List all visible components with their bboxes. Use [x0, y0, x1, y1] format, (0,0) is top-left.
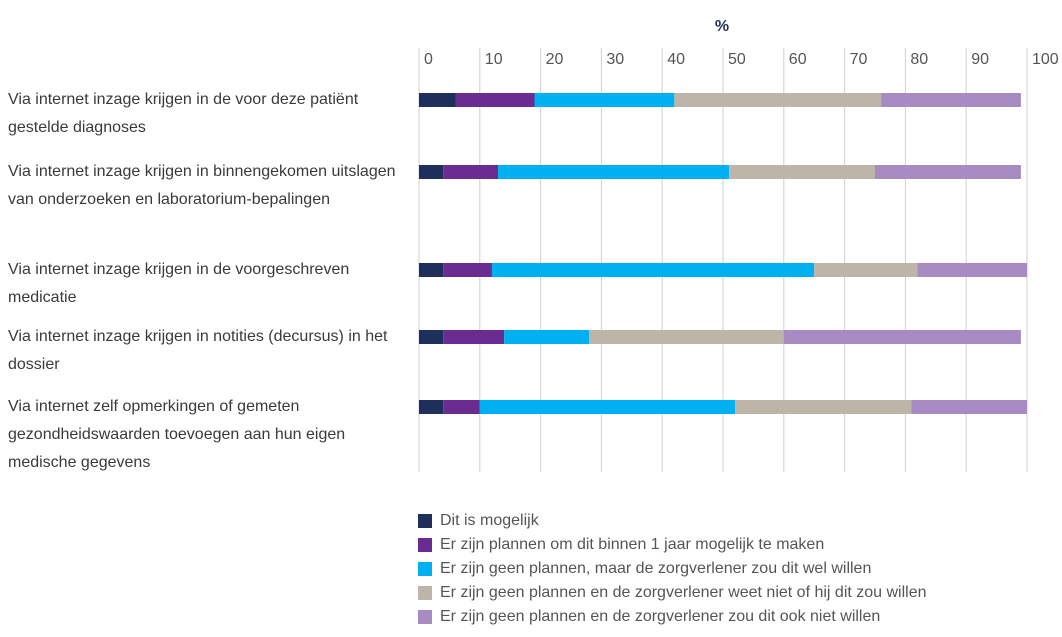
x-tick-label: 100	[1032, 51, 1059, 68]
bar-segment	[534, 93, 675, 107]
bar-segment	[911, 400, 1027, 414]
x-tick-label: 50	[728, 51, 746, 68]
x-tick-label: 0	[424, 51, 433, 68]
x-tick-label: 70	[850, 51, 868, 68]
bar-segment	[443, 263, 492, 277]
bar-segment	[491, 263, 815, 277]
legend-swatch	[418, 538, 432, 552]
bar-segment	[419, 400, 444, 414]
bar-segment	[589, 330, 784, 344]
bar-segment	[479, 400, 736, 414]
x-tick-label: 80	[910, 51, 928, 68]
bar-segment	[443, 400, 480, 414]
x-tick-label: 60	[789, 51, 807, 68]
bar-segment	[504, 330, 590, 344]
chart-title: %	[715, 18, 729, 35]
x-tick-label: 90	[971, 51, 989, 68]
bar-segment	[814, 263, 918, 277]
legend-swatch	[418, 586, 432, 600]
x-tick-label: 20	[546, 51, 564, 68]
category-label: Via internet inzage krijgen in binnengek…	[8, 163, 396, 208]
bar-segment	[875, 165, 1021, 179]
bar-segment	[419, 93, 456, 107]
category-label: Via internet inzage krijgen in de voorge…	[8, 261, 350, 306]
bar-segment	[674, 93, 882, 107]
bar-segment	[419, 330, 444, 344]
x-tick-label: 40	[667, 51, 685, 68]
bar-segment	[498, 165, 730, 179]
legend-label: Er zijn geen plannen en de zorgverlener …	[440, 608, 881, 625]
legend-swatch	[418, 514, 432, 528]
category-label: Via internet inzage krijgen in notities …	[8, 328, 388, 373]
category-label: Via internet zelf opmerkingen of gemeten…	[8, 398, 346, 471]
bar-segment	[783, 330, 1021, 344]
legend-label: Er zijn plannen om dit binnen 1 jaar mog…	[440, 536, 825, 553]
category-label: Via internet inzage krijgen in de voor d…	[8, 91, 359, 136]
legend-swatch	[418, 610, 432, 624]
bar-segment	[729, 165, 875, 179]
bar-segment	[735, 400, 912, 414]
legend-swatch	[418, 562, 432, 576]
legend-label: Dit is mogelijk	[440, 512, 539, 529]
x-tick-label: 10	[485, 51, 503, 68]
bar-segment	[419, 263, 444, 277]
bar-segment	[917, 263, 1027, 277]
bar-segment	[455, 93, 535, 107]
bar-segment	[881, 93, 1021, 107]
legend-label: Er zijn geen plannen en de zorgverlener …	[440, 584, 927, 601]
bar-segment	[419, 165, 444, 179]
bar-segment	[443, 330, 505, 344]
bar-segment	[443, 165, 499, 179]
legend-label: Er zijn geen plannen, maar de zorgverlen…	[440, 560, 872, 577]
x-tick-label: 30	[606, 51, 624, 68]
